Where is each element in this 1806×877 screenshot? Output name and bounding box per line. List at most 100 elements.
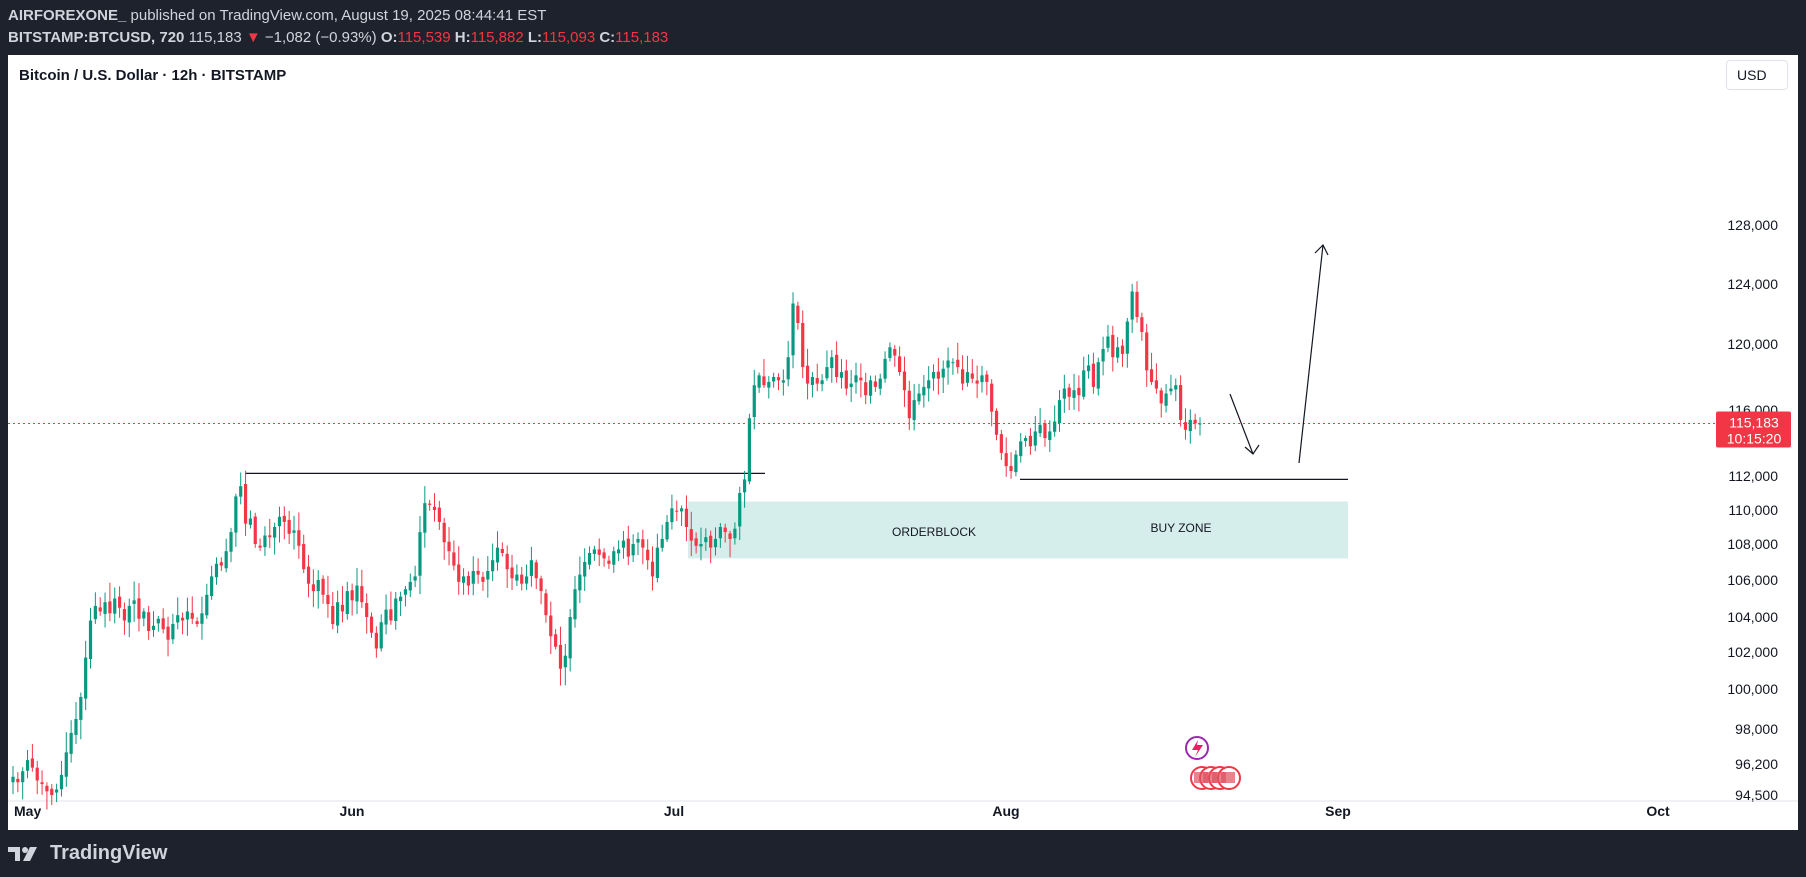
candle-body: [452, 552, 456, 566]
candle-body: [524, 576, 529, 584]
candle-body: [423, 503, 427, 533]
candle-body: [854, 375, 858, 383]
candle-body: [74, 719, 78, 735]
candle-body: [219, 562, 223, 566]
candle-body: [907, 390, 911, 419]
candle-body: [306, 566, 311, 584]
lightning-bolt-icon: [1192, 740, 1203, 757]
candle-body: [331, 605, 335, 624]
candle-body: [234, 496, 238, 533]
candle-body: [239, 486, 243, 497]
candle-body: [597, 549, 601, 555]
candle-body: [578, 574, 582, 591]
candle-body: [704, 537, 708, 543]
candle-body: [805, 365, 810, 384]
candle-body: [670, 508, 674, 523]
candle-body: [1101, 348, 1105, 362]
candle-body: [568, 617, 572, 659]
candle-body: [839, 372, 844, 378]
candle-body: [844, 370, 848, 389]
candle-body: [713, 538, 718, 548]
candle-body: [1096, 362, 1100, 389]
candle-body: [205, 594, 209, 616]
candle-body: [127, 605, 131, 623]
candle-body: [728, 533, 732, 539]
candle-body: [742, 479, 747, 493]
candle-body: [1009, 466, 1013, 472]
y-axis-tick-label: 100,000: [1727, 681, 1778, 697]
y-axis-tick-label: 124,000: [1727, 276, 1778, 292]
candle-body: [1111, 334, 1115, 358]
orderblock-zone: [688, 501, 1348, 559]
y-axis-tick-label: 102,000: [1727, 644, 1778, 660]
candle-body: [621, 540, 626, 548]
tradingview-footer[interactable]: TradingView: [8, 842, 167, 865]
candle-body: [1193, 419, 1197, 424]
price-label-box: [1716, 411, 1791, 448]
candle-body: [30, 758, 34, 768]
candle-body: [694, 538, 698, 546]
candle-body: [510, 567, 514, 579]
candle-body: [1135, 291, 1139, 317]
candle-body: [554, 634, 558, 647]
candle-body: [413, 576, 417, 581]
candle-body: [25, 760, 30, 771]
candle-body: [180, 617, 185, 621]
author-name[interactable]: AIRFOREXONE_: [8, 7, 127, 24]
publish-text: published on TradingView.com, August 19,…: [126, 7, 547, 24]
candle-body: [1053, 421, 1057, 432]
candle-body: [253, 516, 257, 544]
candle-body: [878, 378, 882, 389]
candle-body: [457, 564, 461, 582]
candle-body: [117, 596, 122, 608]
candle-body: [360, 586, 364, 603]
candle-body: [994, 410, 999, 435]
candle-body: [679, 508, 684, 512]
candle-body: [147, 612, 151, 631]
price-chart[interactable]: 128,000124,000120,000116,000112,000110,0…: [8, 55, 1798, 830]
candle-body: [263, 535, 267, 548]
close-label: C:: [599, 29, 616, 46]
candle-body: [1014, 454, 1018, 473]
currency-button[interactable]: USD: [1726, 60, 1788, 90]
candle-body: [1116, 347, 1120, 358]
chart-panel[interactable]: 128,000 124,000 120,000 116,000 112,000 110,0…: [8, 55, 1798, 830]
us-flag-stripes-icon: [1203, 772, 1217, 783]
y-axis-tick-label: 104,000: [1727, 609, 1778, 625]
candle-body: [1023, 438, 1028, 441]
candle-body: [820, 380, 824, 385]
candle-body: [384, 609, 388, 625]
candle-body: [161, 618, 165, 630]
candle-body: [98, 607, 102, 612]
candle-body: [946, 360, 950, 368]
candle-body: [195, 621, 199, 624]
us-flag-stripes-icon: [1221, 772, 1235, 783]
candle-body: [631, 544, 635, 556]
candle-body: [762, 376, 766, 386]
candle-body: [1159, 390, 1163, 404]
footer-brand: TradingView: [50, 842, 168, 864]
candle-body: [515, 574, 519, 581]
candle-body: [617, 549, 621, 554]
high-value: 115,882: [470, 29, 524, 46]
candle-body: [59, 774, 64, 790]
candle-body: [1130, 291, 1134, 320]
candle-body: [1179, 385, 1183, 420]
candle-body: [103, 602, 107, 614]
candle-body: [970, 373, 974, 379]
y-axis-tick-label: 110,000: [1728, 502, 1778, 518]
candle-body: [665, 521, 669, 540]
candle-body: [1082, 370, 1086, 397]
candle-body: [166, 626, 170, 640]
candle-body: [486, 571, 490, 580]
candle-body: [466, 576, 471, 586]
candle-body: [1120, 345, 1125, 354]
candle-body: [229, 532, 233, 552]
candle-body: [476, 570, 480, 575]
candle-body: [781, 380, 785, 383]
candle-body: [190, 612, 194, 619]
candle-body: [757, 375, 761, 388]
candle-body: [345, 591, 349, 615]
candle-body: [675, 510, 679, 512]
candle-body: [1048, 431, 1052, 440]
